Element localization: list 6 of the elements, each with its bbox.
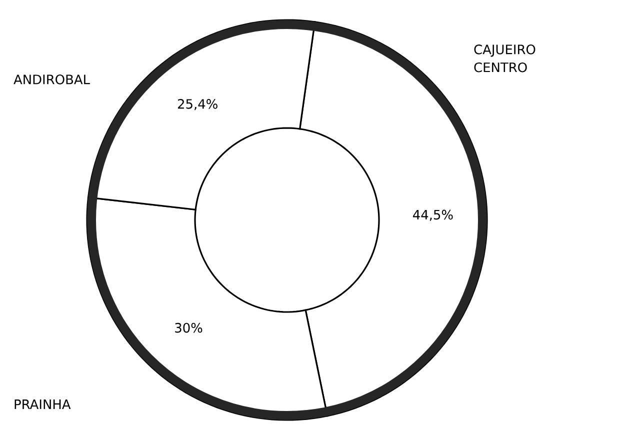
data-label: 25,4% (178, 99, 218, 110)
data-label: 44,5% (412, 210, 453, 221)
slice-label: CAJUEIRO CENTRO (474, 44, 536, 72)
data-label: 30% (175, 322, 202, 333)
slice-label: PRAINHA (14, 400, 71, 409)
slice-label: ANDIROBAL (14, 74, 90, 84)
